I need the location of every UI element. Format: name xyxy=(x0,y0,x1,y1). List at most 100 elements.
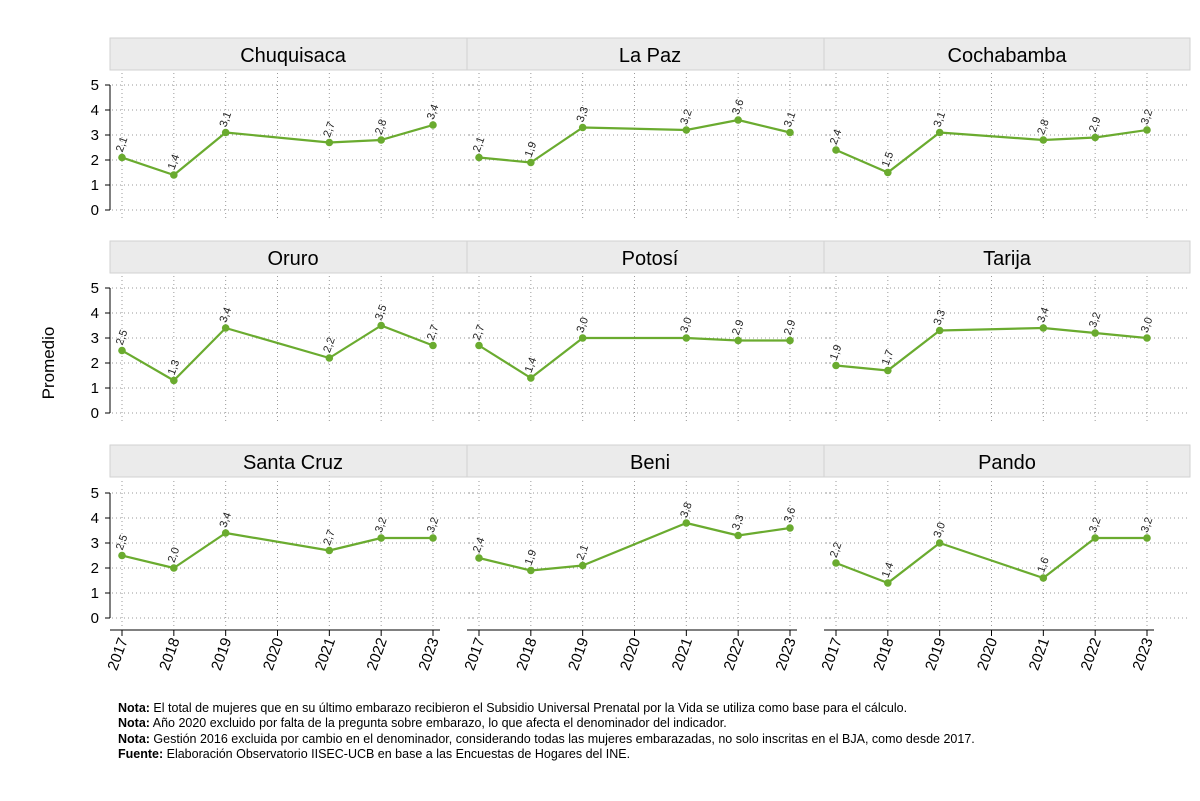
data-label: 2,0 xyxy=(166,546,183,564)
data-label: 3,8 xyxy=(678,501,695,519)
data-label: 3,1 xyxy=(932,110,949,128)
data-label: 2,2 xyxy=(321,336,338,354)
note-line-3: Nota: Gestión 2016 excluida por cambio e… xyxy=(118,731,975,746)
panel-strip xyxy=(466,444,834,478)
data-point xyxy=(118,551,126,560)
data-point xyxy=(884,366,892,375)
y-tick-label: 1 xyxy=(91,380,99,397)
y-tick-label: 0 xyxy=(91,202,99,219)
data-label: 1,7 xyxy=(880,348,897,366)
data-point xyxy=(1143,534,1151,542)
data-point xyxy=(429,341,437,350)
data-point xyxy=(377,534,385,542)
data-point xyxy=(118,346,126,355)
series-line xyxy=(835,326,1148,372)
series-line xyxy=(835,536,1147,585)
data-point xyxy=(170,376,178,385)
data-label: 2,4 xyxy=(828,128,845,146)
data-point xyxy=(1039,136,1048,144)
data-point xyxy=(475,554,483,562)
data-label: 3,1 xyxy=(782,110,799,128)
data-point xyxy=(170,564,178,572)
x-tick-label: 2019 xyxy=(565,636,592,673)
data-label: 3,4 xyxy=(425,103,442,121)
panel-title: Tarija xyxy=(983,248,1032,270)
y-tick-label: 2 xyxy=(91,560,99,577)
series-line xyxy=(478,336,790,380)
data-point xyxy=(734,116,742,124)
data-point xyxy=(682,519,691,527)
data-label: 3,3 xyxy=(932,308,949,326)
series-line xyxy=(121,123,434,177)
data-label: 1,4 xyxy=(166,153,183,171)
data-label: 1,9 xyxy=(523,548,540,566)
data-label: 2,2 xyxy=(828,541,845,559)
panel-strip xyxy=(823,240,1191,274)
data-point xyxy=(527,374,535,382)
y-tick-label: 2 xyxy=(91,355,99,372)
x-tick-label: 2022 xyxy=(1078,636,1105,673)
data-point xyxy=(325,354,334,362)
data-label: 2,7 xyxy=(321,528,338,546)
data-label: 2,1 xyxy=(575,543,592,561)
chart-notes: Nota: El total de mujeres que en su últi… xyxy=(118,701,975,763)
x-tick-label: 2023 xyxy=(772,636,799,673)
panel-title: Potosí xyxy=(622,248,679,270)
y-tick-label: 5 xyxy=(91,77,99,94)
y-tick-label: 1 xyxy=(91,177,99,194)
y-tick-label: 5 xyxy=(91,485,99,502)
data-point xyxy=(170,171,178,179)
data-point xyxy=(832,146,840,154)
data-label: 2,9 xyxy=(1087,115,1104,133)
panel-title: Cochabamba xyxy=(948,45,1068,67)
y-tick-label: 0 xyxy=(91,610,99,627)
panel-title: La Paz xyxy=(619,45,681,67)
data-label: 3,2 xyxy=(425,516,442,534)
data-label: 3,1 xyxy=(218,110,235,128)
panel-strip xyxy=(466,240,834,274)
data-point xyxy=(734,336,742,345)
panel-strip xyxy=(109,37,477,71)
y-axis-title: Promedio xyxy=(39,327,58,400)
y-tick-label: 5 xyxy=(91,280,99,297)
data-point xyxy=(527,566,535,575)
data-label: 1,9 xyxy=(828,343,845,361)
data-point xyxy=(884,579,892,587)
data-label: 3,2 xyxy=(373,516,390,534)
data-point xyxy=(221,324,230,332)
x-tick-label: 2022 xyxy=(364,636,391,673)
data-point xyxy=(527,158,535,167)
data-point xyxy=(935,128,944,137)
note-line-2: Nota: Año 2020 excluido por falta de la … xyxy=(118,716,727,731)
data-label: 2,8 xyxy=(1035,118,1052,136)
x-tick-label: 2019 xyxy=(208,636,235,673)
data-point xyxy=(832,559,840,567)
data-point xyxy=(1091,133,1099,142)
data-label: 2,8 xyxy=(373,118,390,136)
panel-title: Pando xyxy=(978,452,1036,474)
data-point xyxy=(786,128,794,137)
x-tick-label: 2017 xyxy=(818,636,845,673)
data-point xyxy=(429,121,437,129)
data-label: 2,9 xyxy=(782,318,799,336)
panel-strip xyxy=(109,240,477,274)
y-tick-label: 3 xyxy=(91,330,99,347)
data-point xyxy=(325,546,334,555)
y-tick-label: 2 xyxy=(91,152,99,169)
y-tick-label: 3 xyxy=(91,535,99,552)
x-tick-label: 2020 xyxy=(617,636,644,673)
data-label: 1,5 xyxy=(880,150,897,168)
data-label: 3,2 xyxy=(1087,516,1104,534)
faceted-line-chart: Chuquisaca 0 1 2 3 4 5 2,1 1,4 3,1 2,7 2,8 3,4 La Paz… xyxy=(39,37,1191,673)
data-label: 1,3 xyxy=(166,358,183,376)
x-tick-label: 2018 xyxy=(870,636,897,673)
note-line-1: Nota: El total de mujeres que en su últi… xyxy=(118,701,908,715)
panel-strip xyxy=(823,444,1191,478)
source-line: Fuente: Elaboración Observatorio IISEC-U… xyxy=(118,747,631,762)
x-tick-label: 2021 xyxy=(669,636,696,673)
x-tick-label: 2023 xyxy=(1129,636,1156,673)
x-tick-label: 2020 xyxy=(260,636,287,673)
data-label: 3,2 xyxy=(1087,311,1104,329)
data-point xyxy=(1039,324,1048,332)
data-label: 3,3 xyxy=(575,105,592,123)
